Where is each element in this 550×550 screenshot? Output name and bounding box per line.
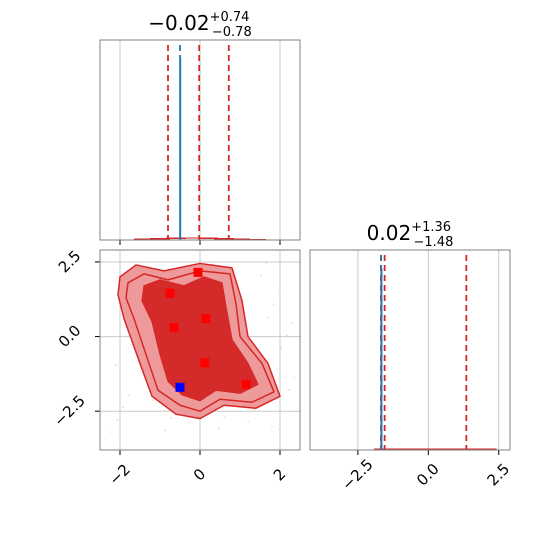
- contour-background-sample-35: [285, 334, 288, 337]
- contour-background-sample-49: [135, 260, 137, 263]
- contour-background-sample-54: [291, 321, 294, 324]
- hist0-title-lower: −0.78: [212, 25, 252, 40]
- contour-background-sample-13: [260, 274, 262, 277]
- hist1-frame: [309, 249, 511, 451]
- contour-frame: [99, 249, 301, 451]
- contour-background-sample-51: [271, 425, 273, 428]
- hist1-truth-band: [380, 268, 383, 450]
- contour-background-sample-17: [164, 429, 167, 432]
- contour-background-sample-27: [293, 376, 296, 379]
- contour-background-sample-38: [122, 406, 124, 409]
- contour-background-sample-6: [151, 399, 154, 402]
- contour-background-sample-43: [278, 292, 281, 294]
- hist1-title-lower: −1.48: [414, 235, 454, 250]
- histogram-panel-param1: −2.5 0.0 2.5 0.02+1.36 −1.48: [309, 220, 514, 494]
- hist0-title-median: −0.02: [148, 11, 209, 35]
- hist0-title-upper: +0.74: [210, 10, 250, 25]
- contour-xtick-label-1: 0: [190, 465, 209, 484]
- hist1-title: 0.02+1.36 −1.48: [367, 220, 454, 250]
- hist0-title: −0.02+0.74 −0.78: [148, 10, 251, 40]
- hist1-tick-label-0: −2.5: [338, 455, 376, 493]
- contour-background-sample-24: [273, 304, 275, 307]
- contour-sample-marker-blue-6: [175, 382, 185, 392]
- contour-sample-marker-red-4: [200, 358, 210, 368]
- contour-sample-marker-red-5: [241, 379, 251, 389]
- contour-background-sample-5: [267, 316, 270, 319]
- hist1-title-median: 0.02: [367, 221, 412, 245]
- hist0-frame: [99, 39, 301, 241]
- hist1-tick-label-2: 2.5: [484, 460, 514, 490]
- contour-panel: −2 0 2 2.5 0.0 −2.5: [50, 247, 301, 489]
- contour-background-sample-19: [116, 418, 119, 421]
- contour-background-sample-34: [217, 427, 220, 430]
- contour-xtick-label-0: −2: [105, 460, 133, 488]
- hist0-truth-band: [179, 58, 182, 240]
- hist1-title-upper: +1.36: [411, 220, 451, 235]
- contour-background-sample-2: [247, 420, 250, 423]
- contour-sample-marker-red-2: [169, 323, 179, 333]
- contour-sample-marker-red-3: [201, 314, 211, 324]
- hist1-tick-label-1: 0.0: [413, 460, 443, 490]
- contour-background-sample-36: [169, 417, 172, 419]
- contour-background-sample-8: [287, 388, 290, 391]
- contour-ytick-label-2: −2.5: [50, 392, 88, 430]
- contour-sample-marker-red-0: [165, 288, 175, 298]
- contour-background-sample-57: [127, 394, 130, 397]
- contour-xtick-label-2: 2: [270, 465, 289, 484]
- contour-background-sample-0: [111, 431, 113, 433]
- contour-background-sample-32: [265, 262, 268, 264]
- histogram-panel-param0: −0.02+0.74 −0.78: [99, 10, 301, 245]
- contour-sample-marker-red-1: [193, 267, 203, 277]
- contour-background-sample-53: [223, 415, 226, 418]
- hist1-background: [310, 250, 510, 450]
- contour-background-sample-16: [280, 346, 283, 349]
- contour-ytick-label-0: 2.5: [55, 247, 85, 277]
- contour-ytick-label-1: 0.0: [55, 321, 85, 351]
- contour-background-sample-46: [114, 364, 117, 367]
